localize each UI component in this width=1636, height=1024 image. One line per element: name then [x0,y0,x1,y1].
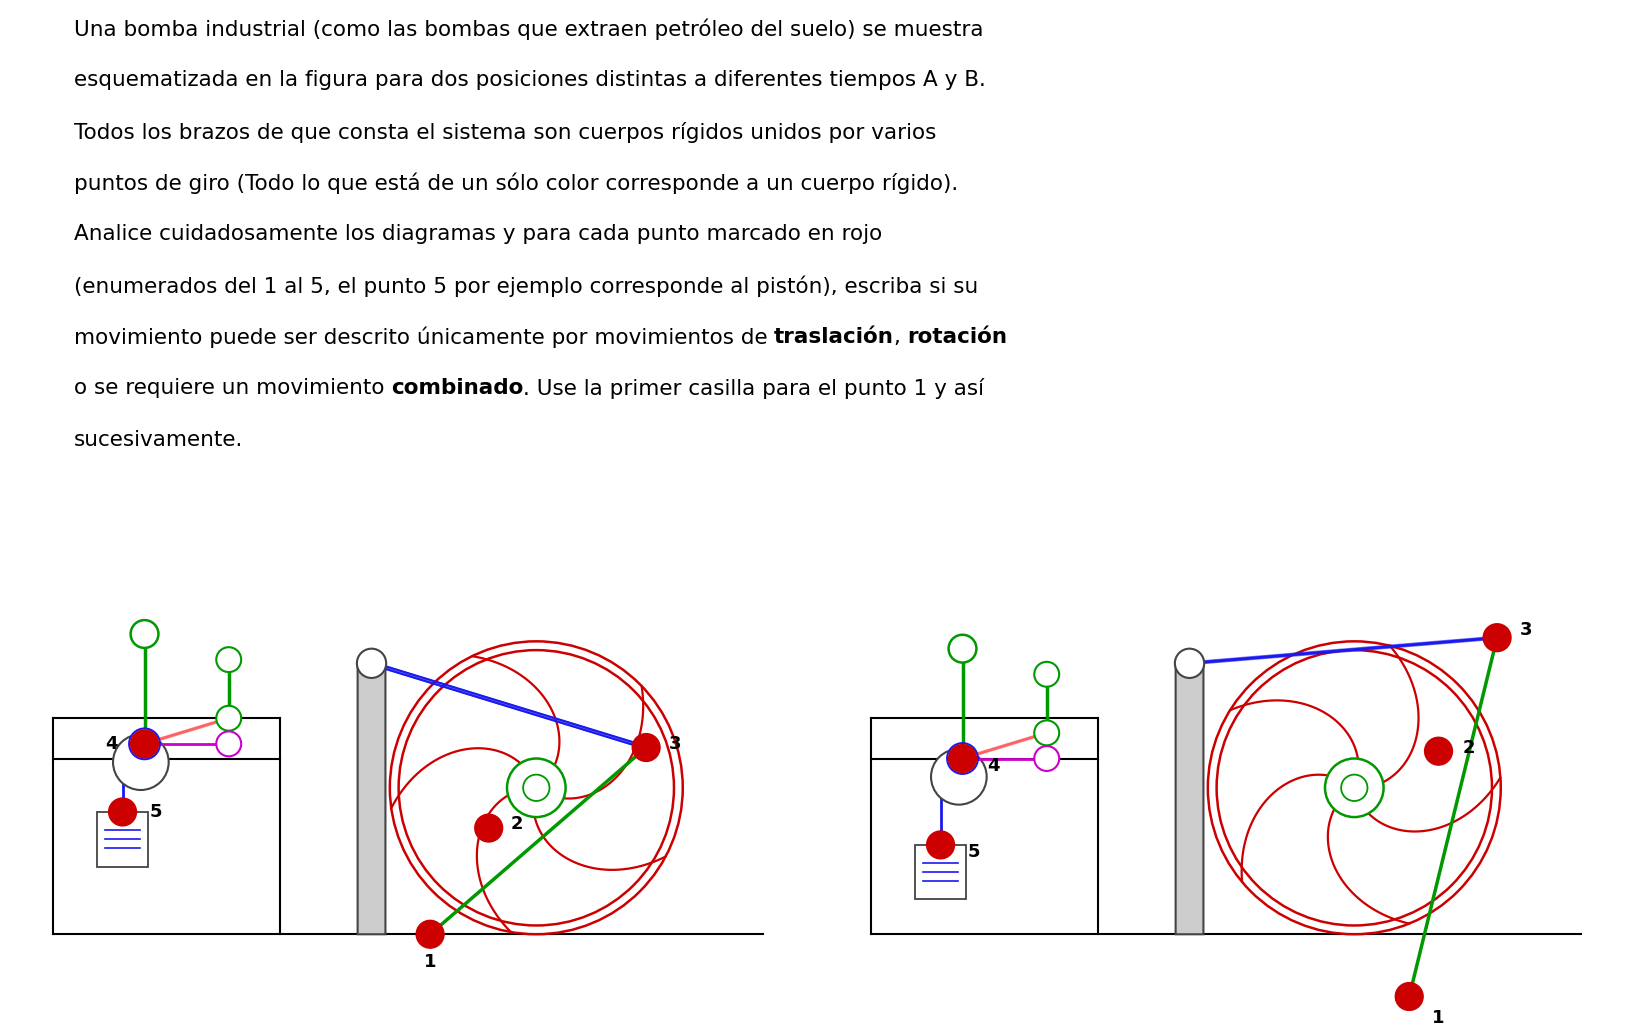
Circle shape [926,831,954,859]
Text: ,: , [893,327,908,347]
Circle shape [1175,648,1204,678]
Text: esquematizada en la figura para dos posiciones distintas a diferentes tiempos A : esquematizada en la figura para dos posi… [74,71,985,90]
Text: 3: 3 [669,735,682,753]
Circle shape [131,621,159,648]
Circle shape [1484,624,1512,651]
Circle shape [949,744,977,772]
Circle shape [216,731,240,757]
Circle shape [216,706,240,731]
Text: traslación: traslación [774,327,893,347]
Circle shape [1425,737,1453,765]
Text: o se requiere un movimiento: o se requiere un movimiento [74,378,391,398]
Text: sucesivamente.: sucesivamente. [74,430,244,450]
Text: combinado: combinado [391,378,524,398]
Text: Una bomba industrial (como las bombas que extraen petróleo del suelo) se muestra: Una bomba industrial (como las bombas qu… [74,18,983,40]
Text: 5: 5 [967,843,980,861]
Text: 5: 5 [149,803,162,821]
Text: 2: 2 [510,815,524,834]
FancyBboxPatch shape [358,664,386,934]
Circle shape [416,921,443,948]
Text: 3: 3 [1520,622,1533,639]
Circle shape [1342,774,1368,801]
Circle shape [113,734,169,790]
Circle shape [1396,983,1423,1011]
Text: 4: 4 [987,757,1000,775]
Text: (enumerados del 1 al 5, el punto 5 por ejemplo corresponde al pistón), escriba s: (enumerados del 1 al 5, el punto 5 por e… [74,275,978,297]
Text: 2: 2 [1463,738,1476,757]
Circle shape [108,798,136,826]
Text: 1: 1 [424,953,437,971]
Circle shape [1034,721,1058,745]
Circle shape [947,743,978,774]
Text: puntos de giro (Todo lo que está de un sólo color corresponde a un cuerpo rígido: puntos de giro (Todo lo que está de un s… [74,173,957,195]
Circle shape [631,733,659,762]
Bar [915,845,967,899]
Circle shape [131,730,159,758]
Text: movimiento puede ser descrito únicamente por movimientos de: movimiento puede ser descrito únicamente… [74,327,774,348]
Text: Todos los brazos de que consta el sistema son cuerpos rígidos unidos por varios: Todos los brazos de que consta el sistem… [74,122,936,142]
Text: 4: 4 [105,735,118,753]
Circle shape [129,728,160,759]
Circle shape [474,814,502,842]
Circle shape [1034,662,1058,687]
Bar [97,812,149,866]
Text: 1: 1 [1432,1010,1445,1024]
Circle shape [1034,746,1058,771]
Text: . Use la primer casilla para el punto 1 y así: . Use la primer casilla para el punto 1 … [524,378,985,399]
Text: Analice cuidadosamente los diagramas y para cada punto marcado en rojo: Analice cuidadosamente los diagramas y p… [74,224,882,244]
Circle shape [507,759,566,817]
Circle shape [524,774,550,801]
Circle shape [357,648,386,678]
FancyBboxPatch shape [1176,664,1204,934]
Circle shape [949,635,977,663]
Text: rotación: rotación [908,327,1008,347]
Circle shape [1325,759,1384,817]
Circle shape [216,647,240,672]
Circle shape [931,749,987,805]
